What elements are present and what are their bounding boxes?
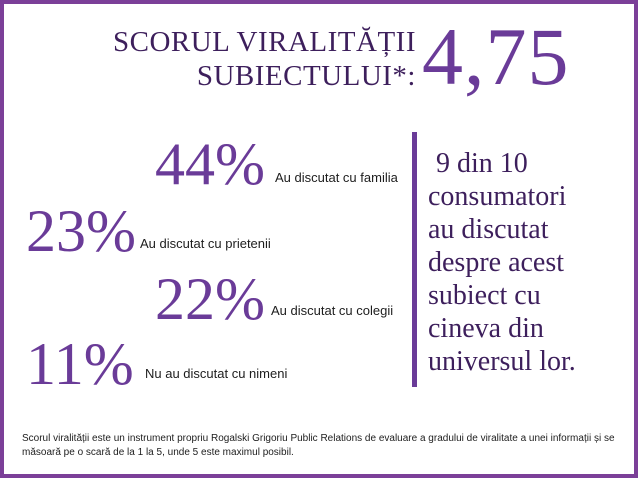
stat-family-value: 44% bbox=[155, 131, 265, 197]
side-statement: 9 din 10 consumatori au discutat despre … bbox=[428, 147, 628, 378]
side-line-6: cineva din bbox=[428, 313, 544, 344]
stat-nobody-label: Nu au discutat cu nimeni bbox=[145, 366, 288, 381]
virality-score: 4,75 bbox=[422, 11, 570, 102]
side-line-2: consumatori bbox=[428, 181, 567, 212]
side-line-4: despre acest bbox=[428, 247, 565, 278]
side-line-5: subiect cu bbox=[428, 280, 541, 311]
stat-friends-label: Au discutat cu prietenii bbox=[140, 236, 271, 251]
side-line-7: universul lor. bbox=[428, 346, 576, 377]
side-line-3: au discutat bbox=[428, 214, 549, 245]
side-line-1: 9 din 10 bbox=[436, 148, 528, 179]
score-title-line2: SUBIECTULUI*: bbox=[196, 60, 416, 92]
footnote: Scorul viralității este un instrument pr… bbox=[22, 433, 615, 458]
stat-nobody-value: 11% bbox=[26, 331, 134, 397]
stat-family-label: Au discutat cu familia bbox=[275, 170, 398, 185]
score-title-line1: SCORUL VIRALITĂȚII bbox=[112, 26, 416, 58]
vertical-divider bbox=[412, 132, 417, 387]
stat-colleagues-value: 22% bbox=[155, 266, 265, 332]
stat-colleagues-label: Au discutat cu colegii bbox=[271, 303, 394, 318]
stat-friends-value: 23% bbox=[26, 198, 136, 264]
